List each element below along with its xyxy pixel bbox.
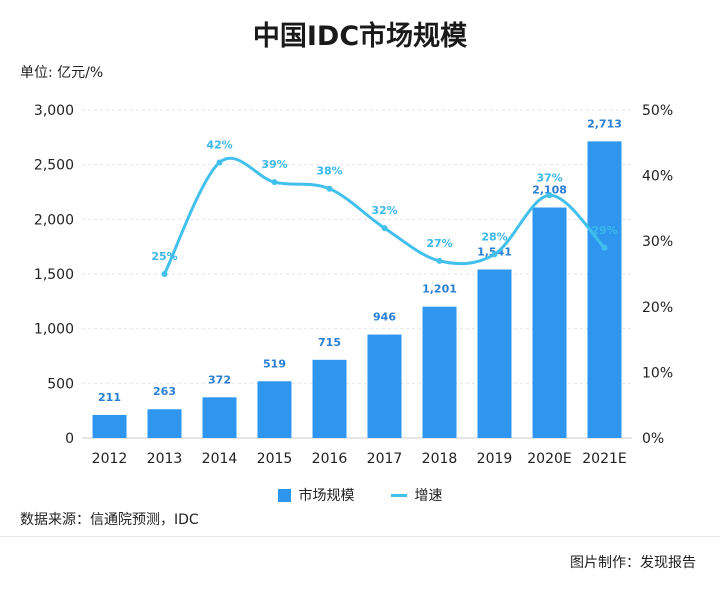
legend-item-market-size[interactable]: 市场规模 xyxy=(277,485,355,505)
x-tick-label: 2019 xyxy=(477,451,513,467)
legend-line-label: 增速 xyxy=(414,488,443,504)
y-left-tick-label: 0 xyxy=(65,431,74,447)
x-tick-label: 2020E xyxy=(527,451,571,467)
legend-line-swatch xyxy=(390,493,407,497)
bar xyxy=(257,381,292,438)
growth-data-label: 38% xyxy=(316,165,342,178)
bar-data-label: 715 xyxy=(318,336,341,349)
bar xyxy=(477,269,512,438)
bar-data-label: 263 xyxy=(153,385,176,398)
growth-point xyxy=(491,251,498,258)
growth-point xyxy=(601,244,608,251)
y-right-tick-label: 20% xyxy=(642,300,673,316)
growth-point xyxy=(326,185,333,192)
y-right-tick-label: 0% xyxy=(642,431,664,447)
growth-data-label: 32% xyxy=(371,204,397,217)
growth-data-label: 28% xyxy=(481,230,507,243)
legend-item-growth[interactable]: 增速 xyxy=(390,485,443,505)
y-left-tick-label: 2,500 xyxy=(34,158,74,174)
bar-data-label: 519 xyxy=(263,357,286,370)
bar xyxy=(147,409,182,438)
growth-data-label: 25% xyxy=(151,250,177,263)
x-tick-label: 2015 xyxy=(257,451,293,467)
chart-svg: 0 500 1,000 1,500 2,000 2,500 3,000 0% 10% 20% 30%… xyxy=(34,103,673,467)
growth-data-label: 29% xyxy=(591,224,617,237)
y-left-tick-label: 500 xyxy=(47,376,74,392)
x-tick-label: 2016 xyxy=(312,451,348,467)
y-left-tick-label: 2,000 xyxy=(34,212,74,228)
growth-point xyxy=(161,271,168,277)
growth-data-label: 37% xyxy=(536,171,562,184)
y-right-tick-label: 50% xyxy=(642,103,673,119)
bar xyxy=(587,141,622,438)
x-tick-label: 2013 xyxy=(147,451,183,467)
legend-bar-label: 市场规模 xyxy=(298,488,355,504)
x-tick-label: 2021E xyxy=(582,451,626,467)
bar-data-label: 372 xyxy=(208,373,231,386)
x-tick-label: 2018 xyxy=(422,451,458,467)
bar xyxy=(532,207,567,438)
footer-divider xyxy=(0,536,720,537)
y-left-tick-label: 1,000 xyxy=(34,322,74,338)
bar xyxy=(367,334,402,438)
bar xyxy=(202,397,237,438)
bar-data-label: 211 xyxy=(98,391,121,404)
y-left-tick-label: 1,500 xyxy=(34,267,74,283)
growth-data-label: 42% xyxy=(206,138,232,151)
source-note: 数据来源：信通院预测，IDC xyxy=(20,512,199,528)
legend: 市场规模 增速 xyxy=(0,485,720,505)
y-left-tick-label: 3,000 xyxy=(34,103,74,119)
growth-data-label: 39% xyxy=(261,158,287,171)
x-tick-label: 2012 xyxy=(92,451,128,467)
bar xyxy=(92,414,127,438)
chart-title: 中国IDC市场规模 xyxy=(252,21,468,52)
bar xyxy=(312,359,347,438)
y-right-tick-label: 40% xyxy=(642,169,673,185)
bar-data-label: 2,108 xyxy=(532,184,567,197)
bar-data-label: 1,201 xyxy=(422,283,457,296)
x-tick-label: 2017 xyxy=(367,451,403,467)
x-tick-label: 2014 xyxy=(202,451,238,467)
image-credit: 图片制作：发现报告 xyxy=(570,555,696,571)
legend-bar-swatch xyxy=(277,488,291,502)
growth-point xyxy=(436,257,443,264)
growth-point xyxy=(271,179,278,186)
growth-data-label: 27% xyxy=(426,237,452,250)
bar xyxy=(422,306,457,438)
growth-point xyxy=(546,192,553,199)
bar-data-label: 2,713 xyxy=(587,117,622,130)
bar-data-label: 946 xyxy=(373,311,396,324)
growth-point xyxy=(216,159,223,166)
y-right-tick-label: 10% xyxy=(642,365,673,381)
unit-label: 单位: 亿元/% xyxy=(20,65,104,81)
growth-point xyxy=(381,225,388,232)
y-right-tick-label: 30% xyxy=(642,234,673,250)
